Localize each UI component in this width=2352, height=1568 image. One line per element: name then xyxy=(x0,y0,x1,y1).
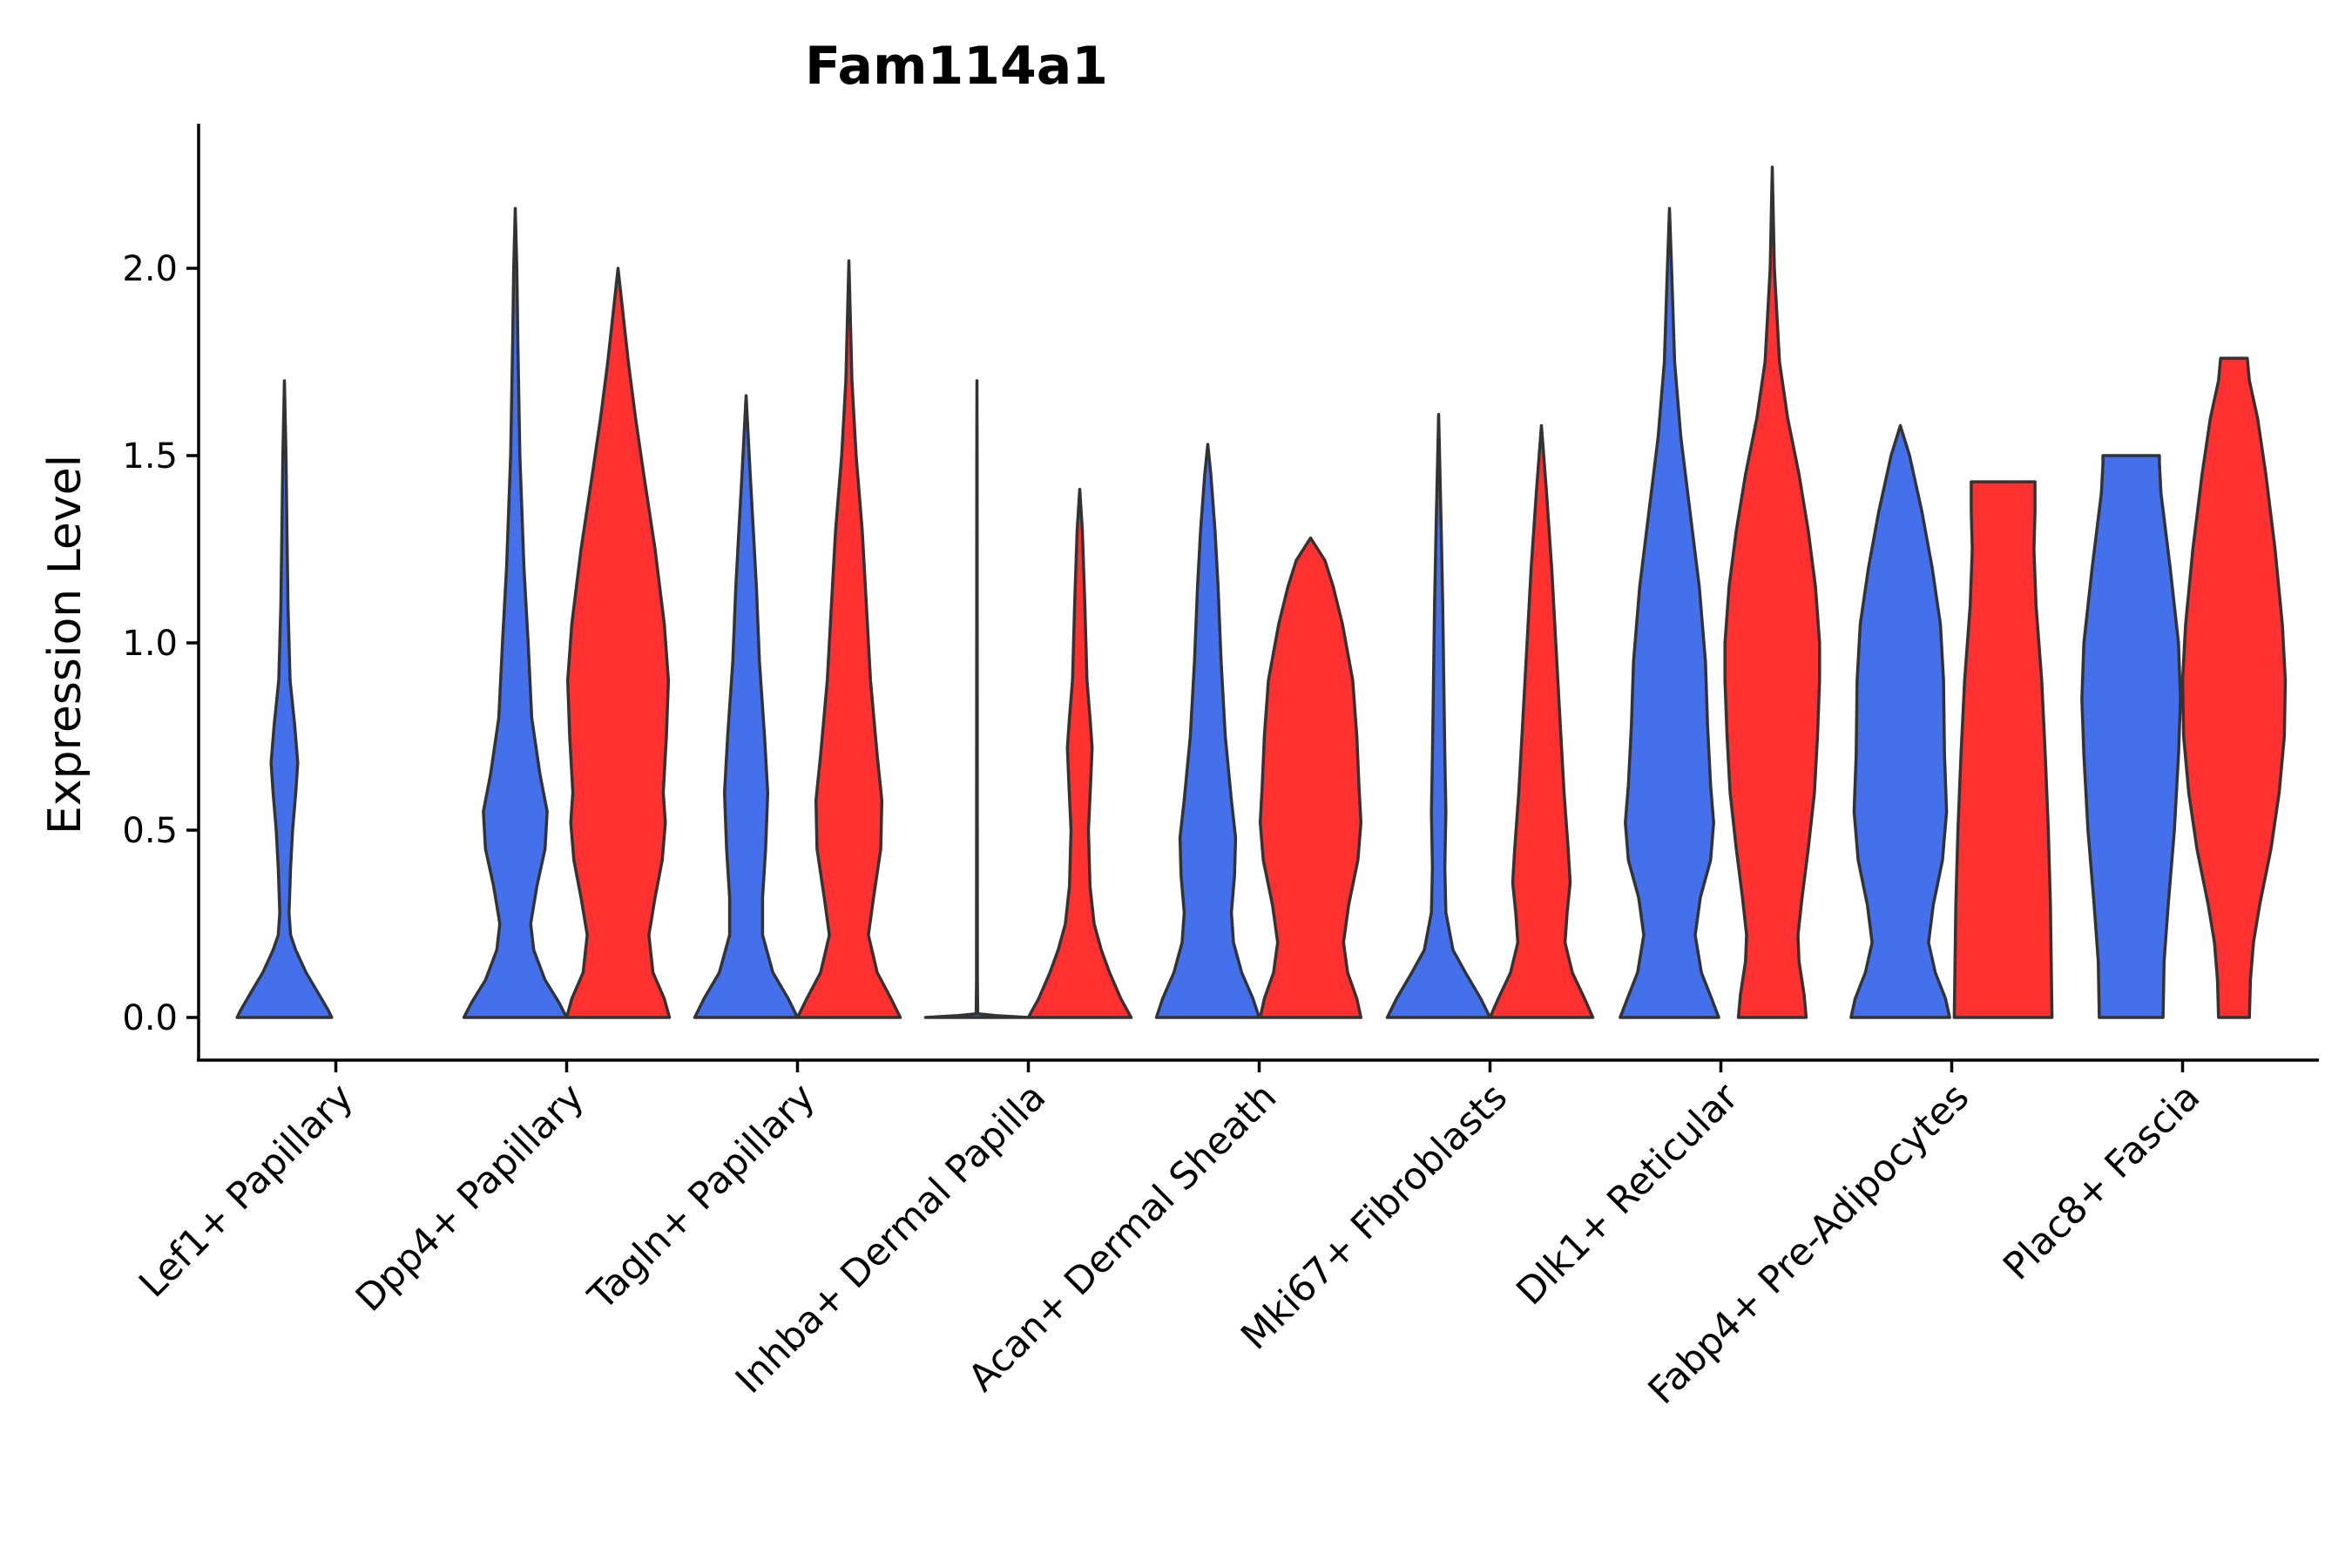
violin-layer xyxy=(235,166,2288,1019)
x-tick-label: Tagln+ Papillary xyxy=(580,1075,824,1319)
violin-blue-9 xyxy=(2080,454,2182,1019)
violin-red-8 xyxy=(1952,480,2054,1019)
x-tick-label: Lef1+ Papillary xyxy=(131,1075,362,1306)
violin-blue-5 xyxy=(1154,443,1261,1019)
violin-red-6 xyxy=(1488,423,1595,1019)
violin-blue-3 xyxy=(693,394,800,1019)
violin-blue-8 xyxy=(1849,423,1951,1019)
y-tick-label: 1.0 xyxy=(122,624,178,664)
violin-red-5 xyxy=(1258,536,1363,1019)
x-tick-label: Dlk1+ Reticular xyxy=(1509,1075,1747,1314)
x-tick-label: Plac8+ Fascia xyxy=(1995,1075,2208,1288)
y-tick-label: 2.0 xyxy=(122,249,178,289)
violin-red-9 xyxy=(2180,356,2288,1019)
violin-red-3 xyxy=(795,259,902,1019)
violin-red-7 xyxy=(1723,166,1821,1019)
violin-red-2 xyxy=(564,267,672,1019)
y-tick-label: 0.0 xyxy=(122,998,178,1038)
violin-blue-1 xyxy=(235,379,334,1019)
chart-title: Fam114a1 xyxy=(805,36,1108,97)
violin-blue-4 xyxy=(923,379,1031,1019)
y-tick-label: 1.5 xyxy=(122,436,178,476)
violin-blue-2 xyxy=(462,206,569,1019)
x-tick-label: Dpp4+ Papillary xyxy=(348,1075,592,1320)
y-tick-label: 0.5 xyxy=(122,811,178,851)
y-axis-ticks: 0.0 0.5 1.0 1.5 2.0 xyxy=(122,249,199,1038)
x-tick-label: Mki67+ Fibroblasts xyxy=(1233,1075,1516,1358)
violin-red-4 xyxy=(1026,487,1133,1019)
violin-blue-7 xyxy=(1619,206,1720,1019)
y-axis-label: Expression Level xyxy=(39,455,91,835)
violin-blue-6 xyxy=(1385,412,1492,1019)
